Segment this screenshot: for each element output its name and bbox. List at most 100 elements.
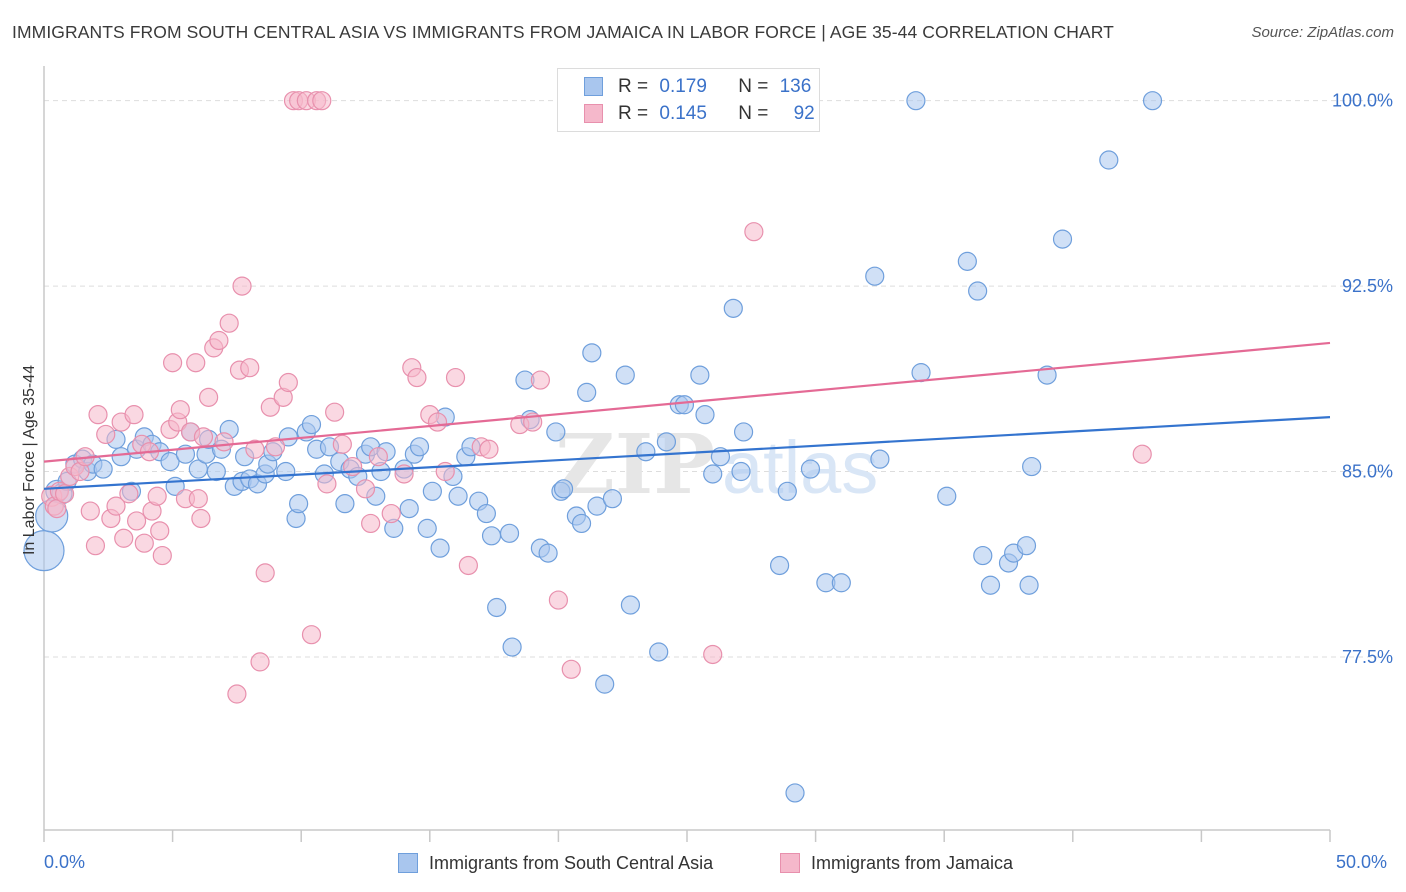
blue-point: [636, 442, 656, 462]
blue-point: [906, 91, 926, 111]
y-tick-label: 92.5%: [1342, 276, 1393, 296]
blue-point: [1022, 456, 1042, 477]
blue-point: [695, 405, 715, 425]
n-label: N =: [738, 76, 769, 97]
legend-label: Immigrants from Jamaica: [811, 853, 1014, 873]
y-tick-label: 100.0%: [1332, 91, 1393, 111]
pink-point: [250, 652, 270, 672]
blue-point: [278, 427, 298, 447]
blue-point: [502, 637, 522, 657]
blue-point: [937, 486, 957, 506]
blue-point: [980, 575, 1001, 595]
blue-point: [865, 266, 885, 286]
pink-point: [114, 528, 134, 548]
pink-point: [96, 424, 116, 445]
blue-point: [777, 481, 797, 501]
r-value: 0.145: [659, 103, 707, 124]
n-label: N =: [738, 103, 769, 124]
pink-point: [199, 387, 219, 407]
blue-point: [973, 545, 993, 566]
blue-point: [656, 432, 677, 452]
chart-title: IMMIGRANTS FROM SOUTH CENTRAL ASIA VS IM…: [12, 22, 1114, 42]
x-tick-label-min: 0.0%: [44, 852, 86, 872]
blue-point: [430, 538, 450, 558]
pink-point: [240, 358, 260, 378]
pink-point: [301, 625, 322, 645]
pink-point: [124, 405, 144, 425]
blue-point: [476, 503, 496, 524]
blue-point: [587, 496, 607, 516]
blue-point: [481, 526, 502, 546]
blue-point: [553, 479, 574, 499]
blue-point: [649, 642, 669, 662]
blue-swatch: [584, 77, 603, 96]
blue-point: [831, 573, 851, 593]
pink-point: [703, 644, 723, 665]
pink-point: [381, 503, 401, 524]
pink-point: [126, 511, 147, 531]
blue-point: [690, 365, 710, 385]
r-value: 0.179: [659, 76, 707, 97]
pink-point: [232, 276, 252, 296]
y-axis-label: In Labor Force | Age 35-44: [21, 364, 38, 556]
r-label: R =: [618, 103, 649, 124]
pink-point: [332, 434, 352, 454]
blue-trend-line: [43, 416, 1331, 490]
pink-legend-swatch: [780, 853, 800, 873]
pink-point: [134, 533, 154, 553]
blue-point: [487, 597, 507, 618]
blue-point: [731, 461, 751, 482]
pink-trend-line: [43, 341, 1331, 463]
blue-point: [160, 452, 180, 472]
pink-point: [186, 353, 206, 373]
correlation-legend: R = 0.179 N = 136 R = 0.145 N = 92: [557, 68, 820, 132]
x-tick-label-max: 50.0%: [1336, 852, 1388, 872]
pink-point: [219, 313, 239, 333]
n-value: 92: [793, 103, 815, 124]
blue-point: [785, 783, 805, 803]
blue-point: [620, 595, 641, 615]
pink-swatch: [584, 104, 603, 123]
pink-point: [548, 590, 569, 610]
pink-point: [1132, 444, 1152, 464]
blue-point: [422, 481, 442, 501]
pink-point: [744, 222, 764, 242]
pink-point: [147, 486, 167, 506]
blue-point: [276, 461, 296, 482]
pink-point: [265, 437, 286, 457]
blue-point: [723, 298, 743, 318]
pink-point: [255, 563, 275, 583]
pink-point: [361, 513, 381, 534]
pink-point: [214, 432, 234, 452]
source-label: Source: ZipAtlas.com: [1251, 24, 1394, 41]
n-value: 136: [779, 76, 812, 97]
pink-point: [530, 370, 550, 390]
pink-point: [163, 353, 183, 373]
pink-point: [561, 659, 581, 679]
blue-point: [417, 518, 437, 538]
r-label: R =: [618, 76, 649, 97]
pink-point: [119, 484, 139, 504]
pink-point: [106, 496, 126, 516]
blue-point: [1099, 150, 1119, 170]
blue-point: [703, 464, 723, 484]
blue-point: [595, 674, 615, 694]
pink-point: [209, 330, 229, 351]
blue-point: [571, 513, 592, 534]
blue-point: [577, 382, 597, 403]
blue-point: [301, 414, 322, 435]
pink-point: [317, 474, 337, 494]
blue-point: [1037, 365, 1057, 385]
blue-point: [615, 365, 635, 385]
pink-point: [427, 412, 448, 432]
pink-point: [445, 367, 466, 388]
blue-point: [1016, 536, 1037, 556]
blue-point: [870, 449, 890, 469]
blue-point: [733, 422, 754, 442]
pink-point: [245, 439, 265, 459]
blue-point: [911, 363, 931, 383]
pink-point: [80, 501, 100, 521]
blue-point: [206, 461, 226, 482]
pink-point: [260, 397, 280, 417]
